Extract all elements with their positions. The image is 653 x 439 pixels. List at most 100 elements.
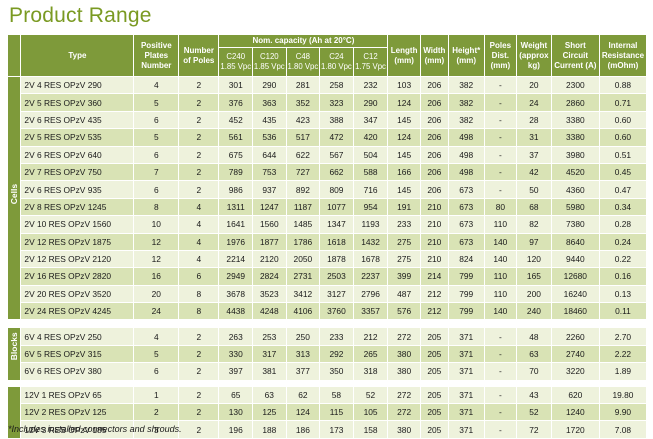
table-cell: 63 (516, 344, 552, 364)
table-cell: 371 (447, 420, 485, 439)
table-cell: 7.08 (598, 420, 648, 439)
table-cell: 371 (447, 385, 485, 405)
c-sub: 1.80 Vpc (321, 62, 352, 71)
table-cell: 20 (516, 75, 552, 95)
table-cell: 662 (319, 162, 354, 182)
table-cell: 16240 (550, 284, 600, 304)
table-cell: 166 (387, 162, 421, 182)
table-cell: 140 (483, 302, 518, 321)
table-cell: 233 (387, 215, 421, 234)
table-cell: 5980 (550, 197, 600, 217)
table-cell: 6 (133, 362, 180, 381)
table-cell: 3357 (352, 302, 389, 321)
table-cell: 16 (133, 267, 180, 286)
group-spacer-cell (7, 380, 647, 387)
table-cell: 4360 (550, 180, 600, 199)
table-cell: 125 (252, 403, 287, 422)
table-cell: 350 (319, 362, 354, 381)
type-cell: 2V 10 RES OPzV 1560 (20, 215, 135, 234)
table-cell: 272 (387, 327, 421, 346)
table-cell: 2.22 (598, 344, 648, 364)
table-cell: 2 (178, 327, 220, 346)
c-label: C240 (226, 52, 246, 61)
group-label-cell: Cells (6, 75, 22, 321)
table-cell: 2 (178, 420, 220, 439)
table-row: 2V 6 RES OPzV 435 6 2 452 435 423 388 347 145 206… (8, 110, 648, 130)
table-cell: 258 (319, 75, 354, 95)
table-cell: 272 (387, 403, 421, 422)
table-cell: 986 (218, 180, 254, 199)
table-cell: 2300 (550, 75, 600, 95)
c-sub: 1.75 Vpc (355, 62, 386, 71)
table-cell: 37 (516, 145, 552, 164)
table-cell: 318 (352, 362, 389, 381)
header-weight: Weight (approx kg) (516, 34, 552, 77)
table-cell: 28 (516, 110, 552, 130)
type-cell: 2V 20 RES OPzV 3520 (20, 284, 135, 304)
table-cell: 206 (419, 162, 449, 182)
table-cell: 4 (178, 197, 220, 217)
table-cell: 799 (447, 302, 485, 321)
table-cell: - (483, 362, 518, 381)
table-cell: 188 (252, 420, 287, 439)
table-cell: 317 (252, 344, 287, 364)
table-cell: 212 (352, 327, 389, 346)
table-cell: 377 (285, 362, 321, 381)
table-cell: 5 (133, 128, 180, 147)
table-row: Blocks 6V 4 RES OPzV 250 4 2 263 253 250 233 212… (6, 327, 648, 381)
table-cell: 1618 (319, 232, 354, 251)
header-length: Length (mm) (387, 34, 421, 77)
table-cell: 97 (516, 232, 552, 251)
table-cell: 588 (352, 162, 389, 182)
table-row: 12V 1 RES OPzV 65 1 2 65 63 62 58 52 272 205 371-4… (6, 385, 648, 439)
table-cell: 8 (178, 284, 220, 304)
table-cell: 205 (419, 362, 449, 381)
table-cell: 0.13 (598, 284, 648, 304)
table-row: 2V 12 RES OPzV 1875 12 4 1976 1877 1786 1618 14… (8, 232, 648, 251)
table-cell: 205 (419, 403, 449, 422)
table-cell: 1187 (285, 197, 321, 217)
table-cell: 382 (447, 110, 485, 130)
table-cell: 7 (133, 162, 180, 182)
table-cell: 4 (178, 232, 220, 251)
table-cell: 2120 (252, 249, 287, 269)
table-cell: 0.24 (598, 232, 648, 251)
table-cell: 19.80 (598, 385, 648, 405)
table-cell: 472 (319, 128, 354, 147)
table-cell: 3380 (550, 110, 600, 130)
table-cell: 2214 (218, 249, 254, 269)
table-cell: 1485 (285, 215, 321, 234)
table-cell: - (483, 327, 518, 346)
table-cell: 2 (178, 93, 220, 112)
table-cell: 2050 (285, 249, 321, 269)
table-cell: 186 (285, 420, 321, 439)
table-cell: 576 (387, 302, 421, 321)
c-sub: 1.85 Vpc (220, 62, 252, 71)
table-cell: 173 (319, 420, 354, 439)
table-cell: - (483, 145, 518, 164)
table-cell: 8 (178, 302, 220, 321)
table-cell: 498 (447, 128, 485, 147)
table-cell: 103 (387, 75, 421, 95)
table-cell: - (483, 344, 518, 364)
header-positive-plates: Positive Plates Number (133, 34, 180, 77)
table-cell: 3760 (319, 302, 354, 321)
table-cell: 9440 (550, 249, 600, 269)
table-cell: 323 (319, 93, 354, 112)
table-cell: 3 (133, 420, 180, 439)
table-cell: 212 (419, 302, 449, 321)
table-cell: 191 (387, 197, 421, 217)
table-cell: 2740 (550, 344, 600, 364)
table-cell: 42 (516, 162, 552, 182)
table-cell: - (483, 110, 518, 130)
group-label-cell (6, 385, 22, 439)
table-cell: 272 (387, 385, 421, 405)
header-short-circuit: Short Circuit Current (A) (550, 34, 600, 77)
table-cell: 4 (133, 327, 180, 346)
table-cell: 1432 (352, 232, 389, 251)
table-cell: 0.47 (598, 180, 648, 199)
c-sub: 1.85 Vpc (253, 62, 285, 71)
table-cell: 145 (387, 180, 421, 199)
table-cell: 1077 (319, 197, 354, 217)
header-short-circuit-text: Short Circuit Current (A) (554, 40, 597, 70)
